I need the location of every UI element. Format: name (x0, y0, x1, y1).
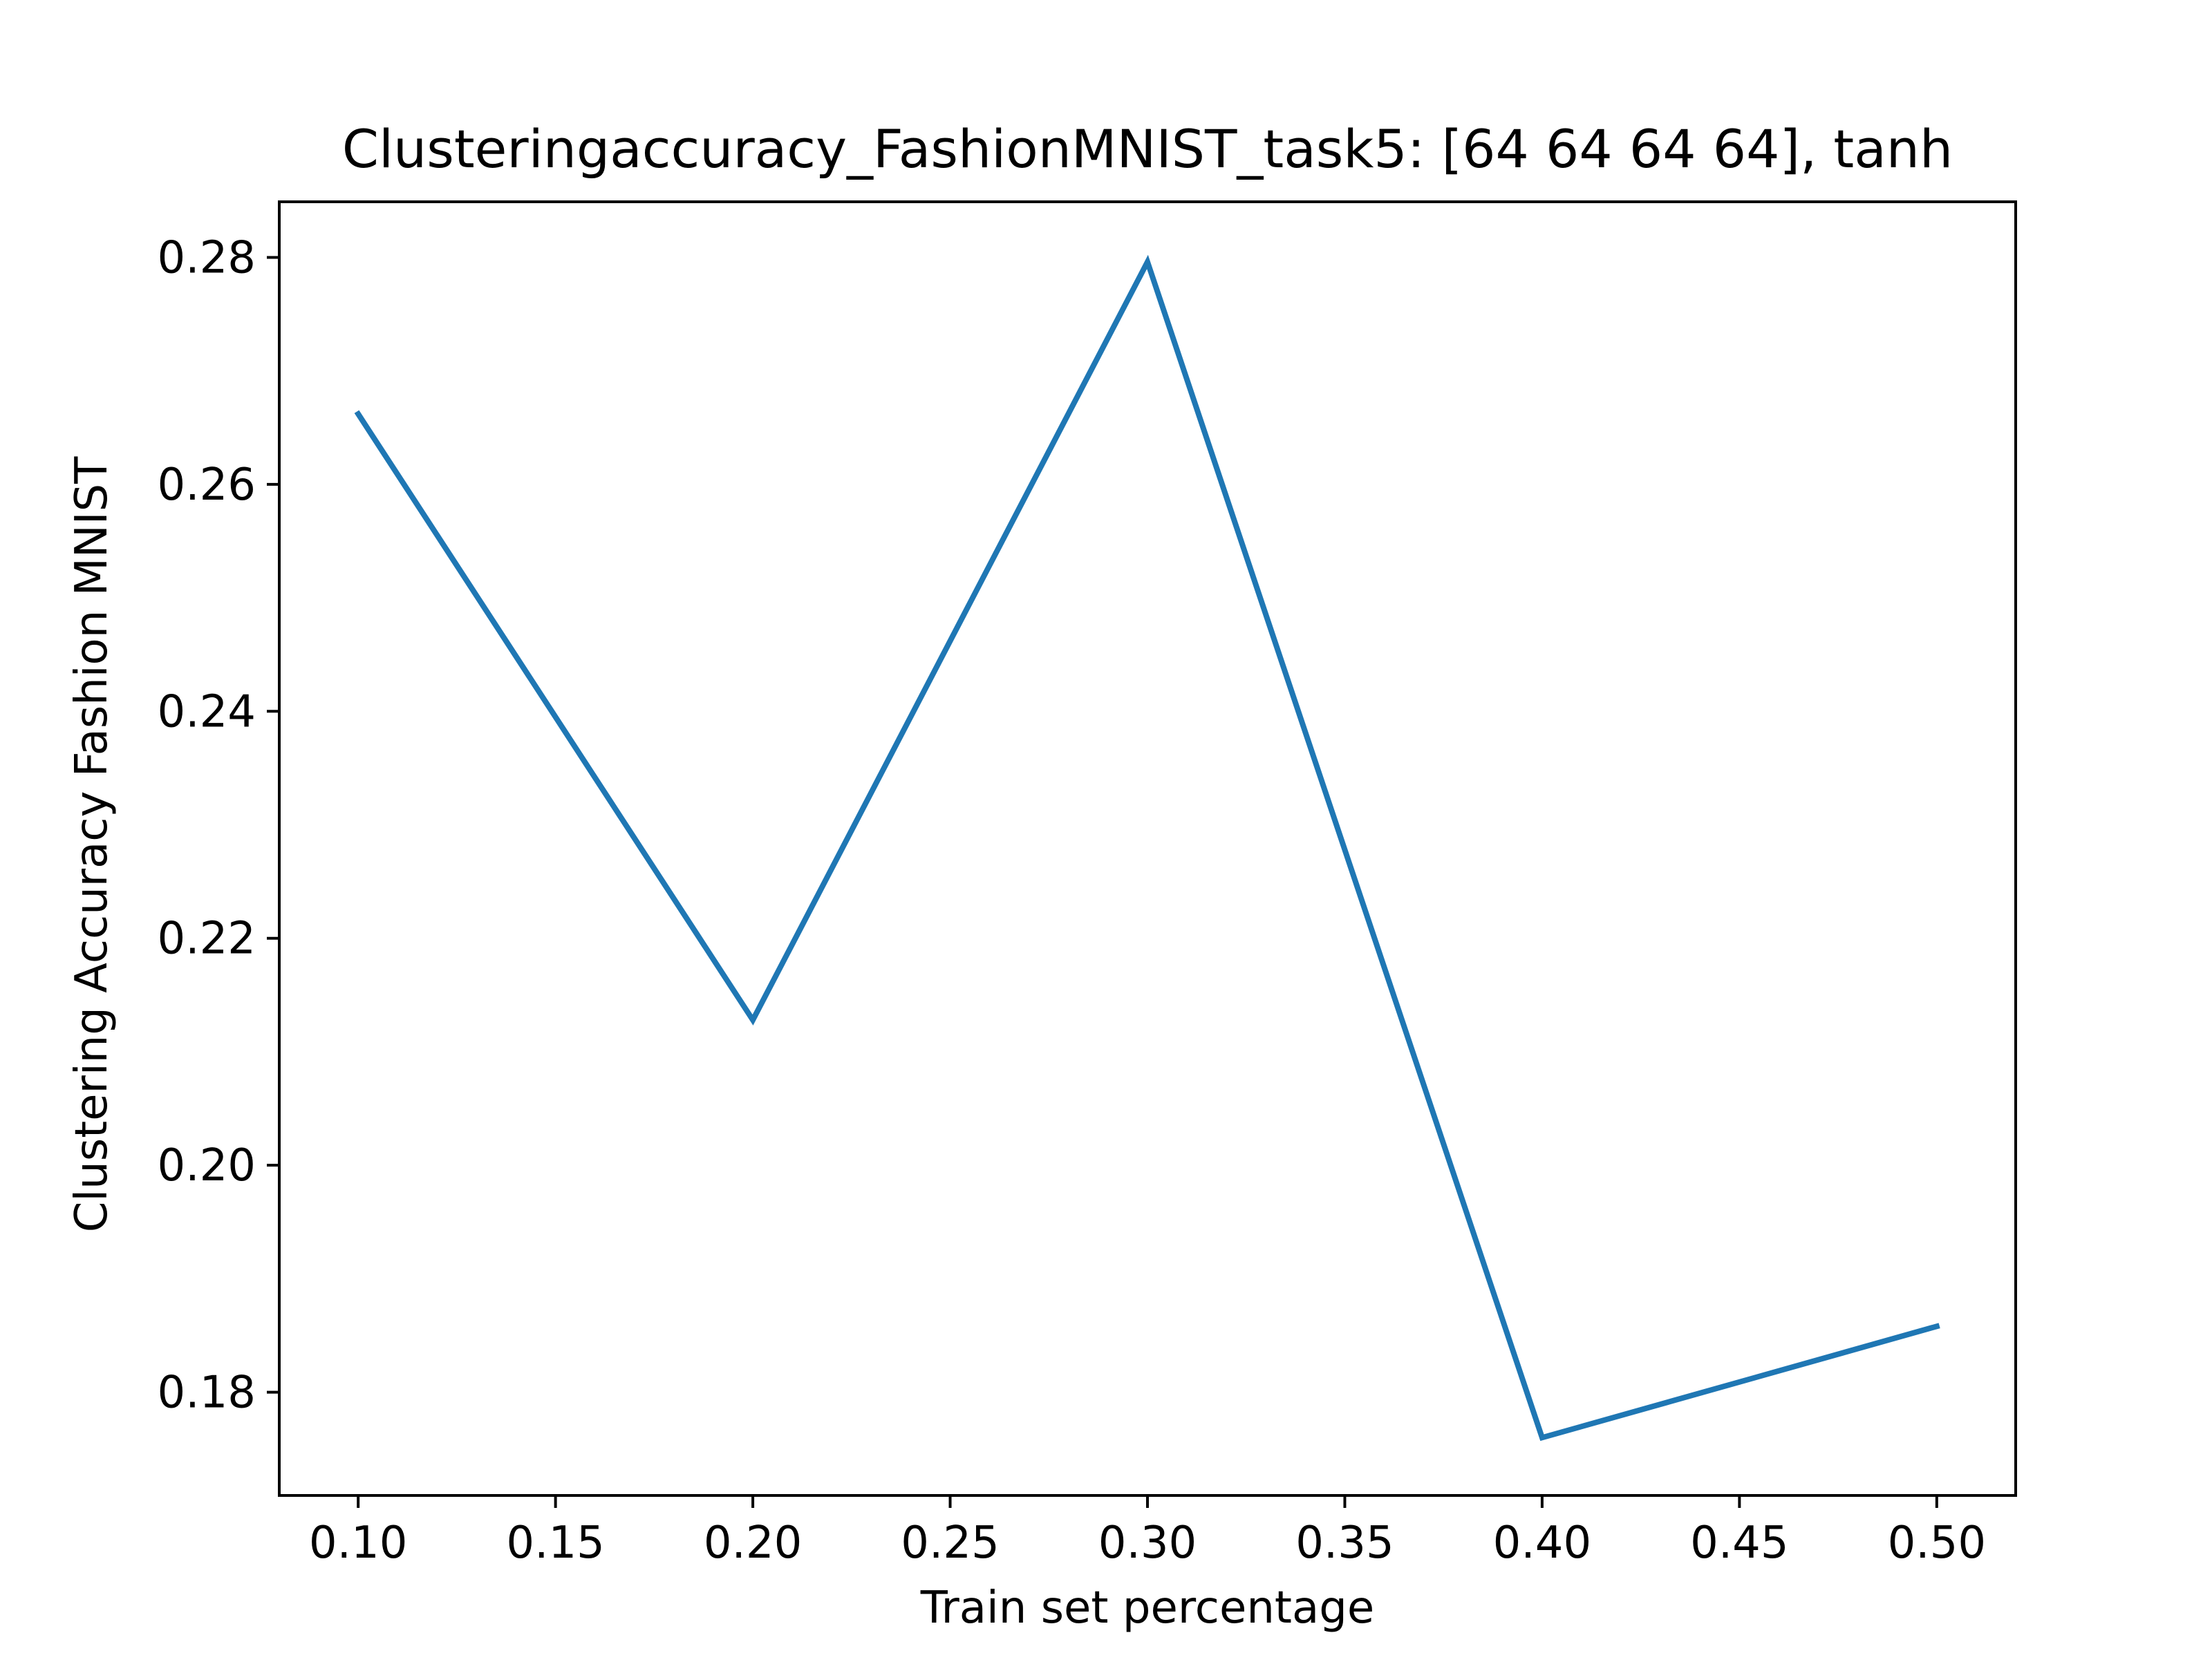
chart-title: Clusteringaccuracy_FashionMNIST_task5: [… (342, 118, 1953, 180)
x-tick-label: 0.45 (1690, 1518, 1789, 1569)
x-tick-label: 0.40 (1493, 1518, 1592, 1569)
y-tick-label: 0.24 (158, 686, 256, 737)
x-tick-label: 0.50 (1888, 1518, 1987, 1569)
y-tick-label: 0.22 (158, 914, 256, 965)
y-tick-label: 0.18 (158, 1368, 256, 1419)
series-line-0 (354, 254, 1940, 1442)
y-tick-label: 0.20 (158, 1140, 256, 1191)
x-tick-label: 0.15 (506, 1518, 605, 1569)
x-tick-label: 0.25 (901, 1518, 1000, 1569)
y-tick-label: 0.28 (158, 232, 256, 283)
x-tick-label: 0.30 (1098, 1518, 1197, 1569)
y-tick-label: 0.26 (158, 460, 256, 511)
y-axis-label: Clustering Accuracy Fashion MNIST (66, 456, 118, 1233)
x-axis-label: Train set percentage (920, 1583, 1374, 1634)
plot-frame (278, 200, 2017, 1497)
plot-area: 0.10 0.15 0.20 0.25 0.30 0.35 0.40 0.45 0.50 0.18… (158, 200, 2017, 1569)
x-tick-label: 0.10 (309, 1518, 408, 1569)
x-tick-label: 0.20 (704, 1518, 803, 1569)
x-tick-label: 0.35 (1295, 1518, 1394, 1569)
